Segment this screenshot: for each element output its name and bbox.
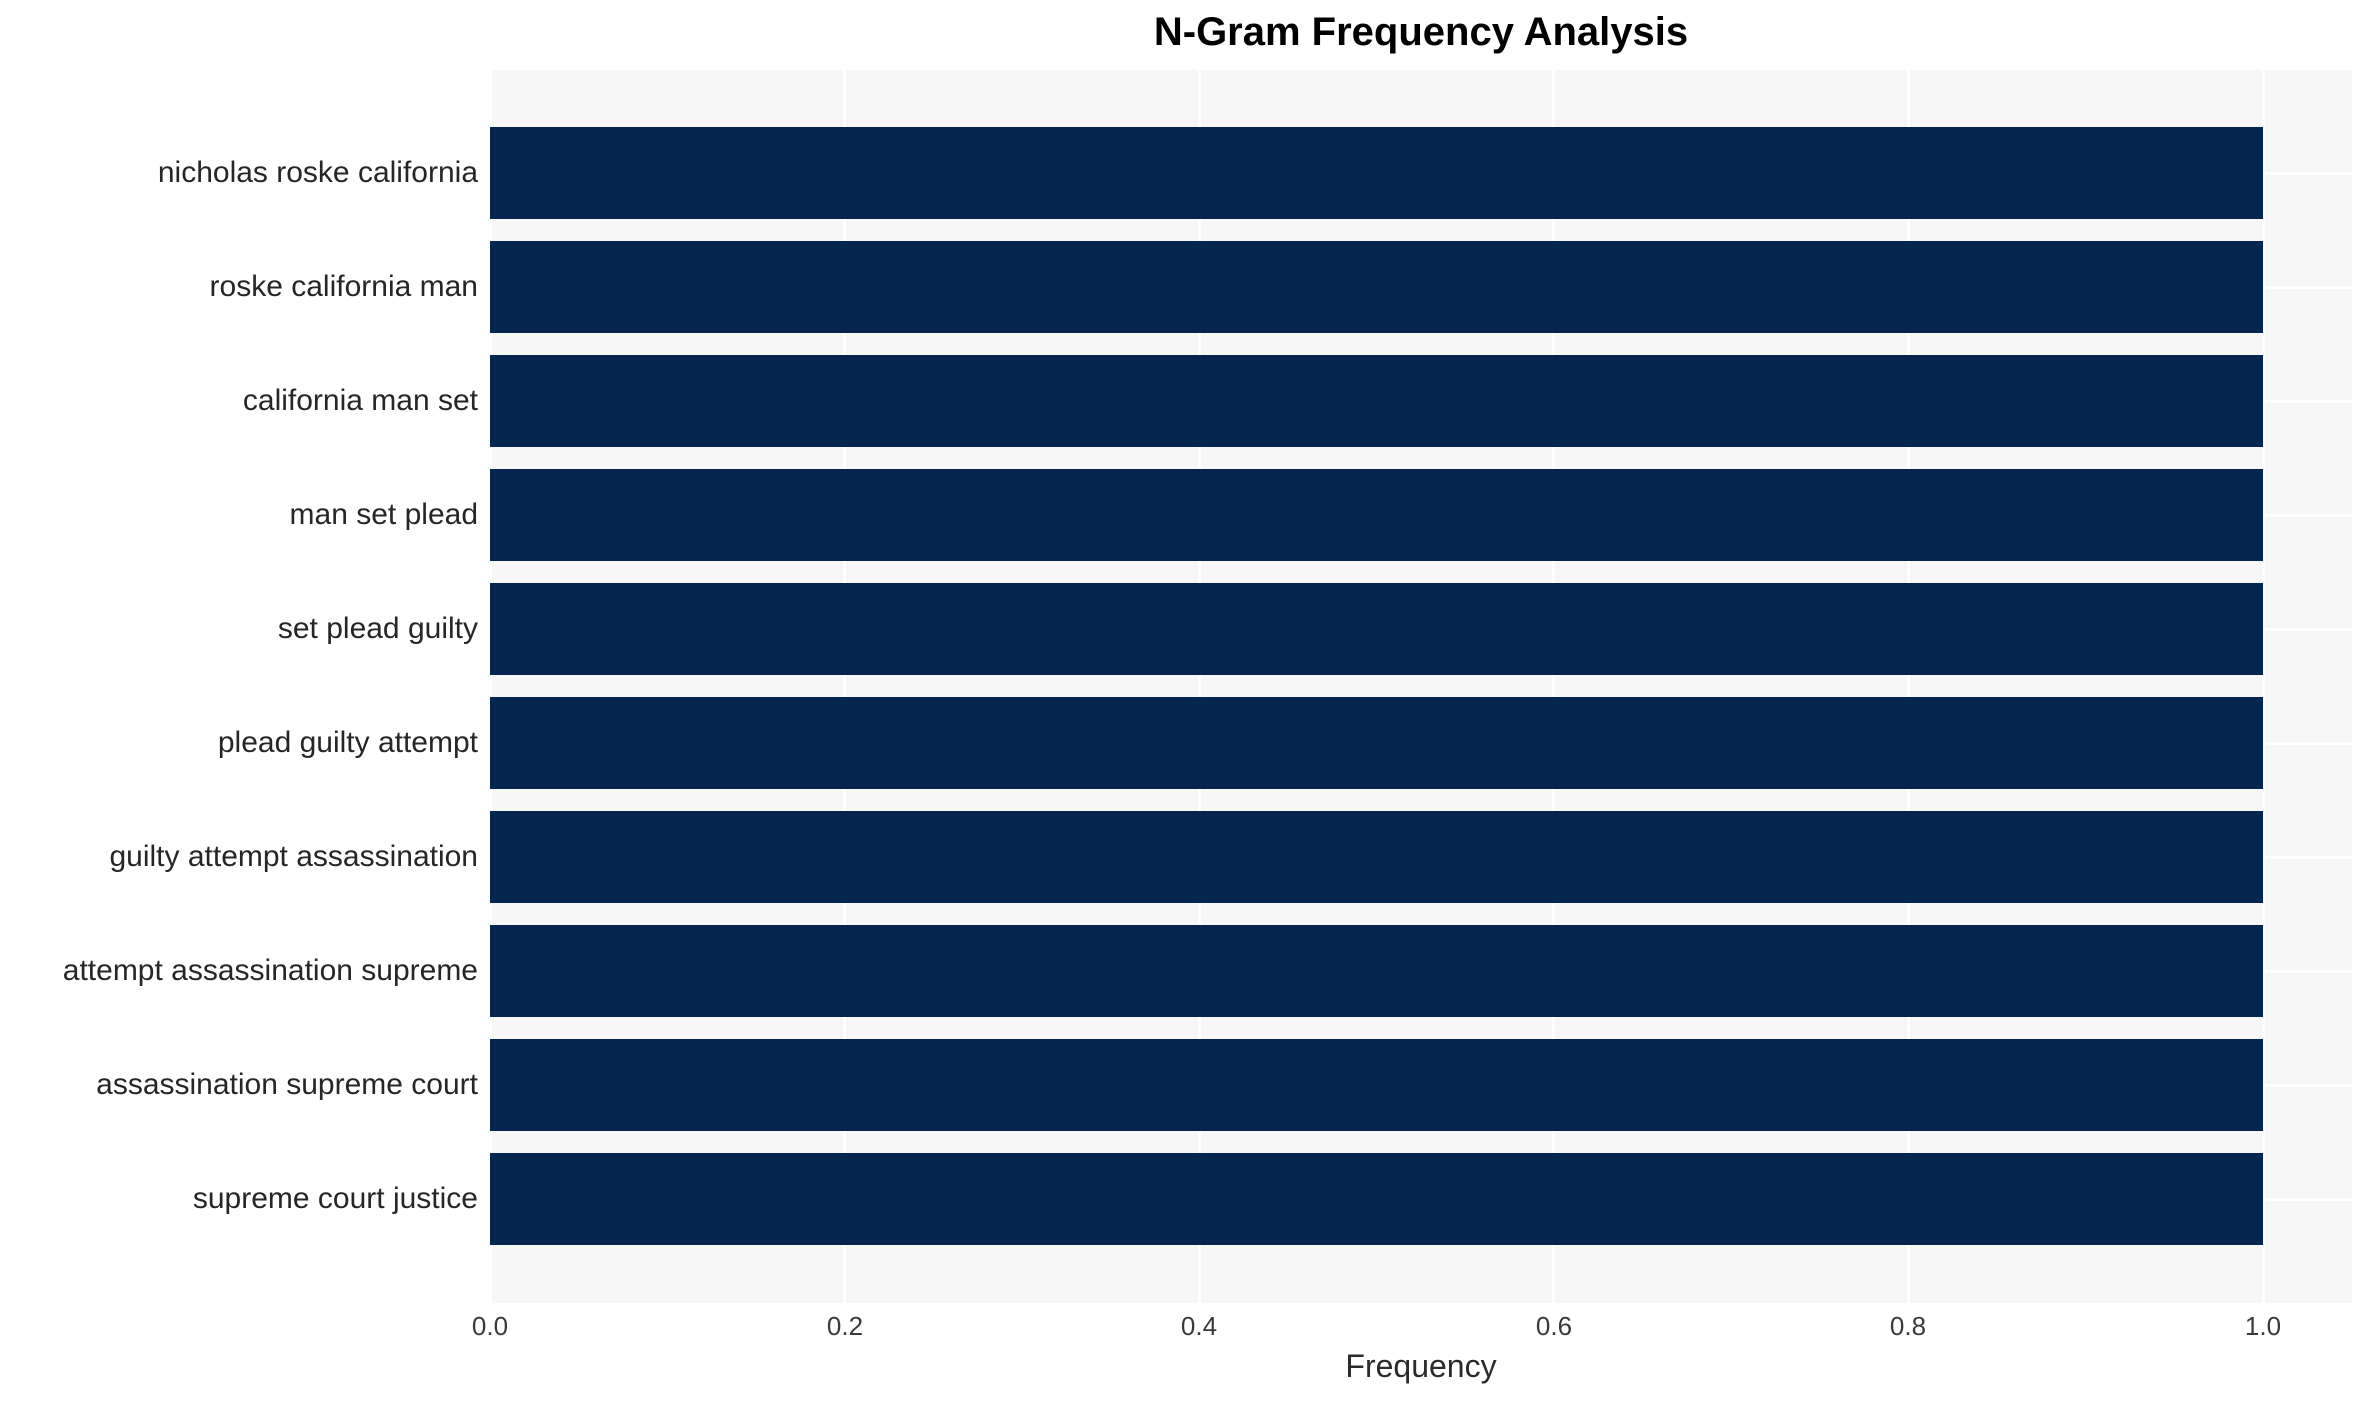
category-label: assassination supreme court — [96, 1068, 478, 1101]
bar — [490, 355, 2263, 447]
x-gridline — [1198, 70, 1201, 1303]
chart-title: N-Gram Frequency Analysis — [1153, 10, 1689, 54]
bar — [490, 469, 2263, 561]
x-gridline — [843, 70, 846, 1303]
category-label: plead guilty attempt — [217, 726, 478, 759]
bar — [490, 583, 2263, 675]
bar — [490, 127, 2263, 219]
y-axis-labels: nicholas roske california roske californi… — [0, 70, 478, 1303]
x-gridline — [2262, 70, 2265, 1303]
bar — [490, 1153, 2263, 1245]
x-tick-label: 0.6 — [1535, 1311, 1573, 1341]
category-label: nicholas roske california — [157, 156, 478, 189]
category-label: attempt assassination supreme — [62, 954, 478, 987]
bar — [490, 925, 2263, 1017]
category-label: supreme court justice — [192, 1182, 478, 1215]
x-gridline — [1552, 70, 1555, 1303]
category-label: roske california man — [209, 270, 478, 303]
x-tick-label: 0.4 — [1180, 1311, 1218, 1341]
x-gridline — [1907, 70, 1910, 1303]
x-tick-label: 0.2 — [826, 1311, 864, 1341]
bar — [490, 697, 2263, 789]
x-tick-label: 0.0 — [471, 1311, 509, 1341]
category-label: guilty attempt assassination — [109, 840, 478, 873]
category-label: man set plead — [289, 498, 478, 531]
bar — [490, 241, 2263, 333]
x-tick-label: 1.0 — [2244, 1311, 2282, 1341]
category-label: set plead guilty — [277, 612, 478, 645]
x-axis-title: Frequency — [1345, 1348, 1497, 1384]
bar — [490, 1039, 2263, 1131]
x-tick-label: 0.8 — [1889, 1311, 1927, 1341]
category-label: california man set — [242, 384, 478, 417]
bar — [490, 811, 2263, 903]
plot-area — [489, 70, 2352, 1303]
x-gridline — [489, 70, 492, 1303]
x-axis-ticks: 0.0 0.2 0.4 0.6 0.8 1.0 — [0, 1311, 2371, 1345]
